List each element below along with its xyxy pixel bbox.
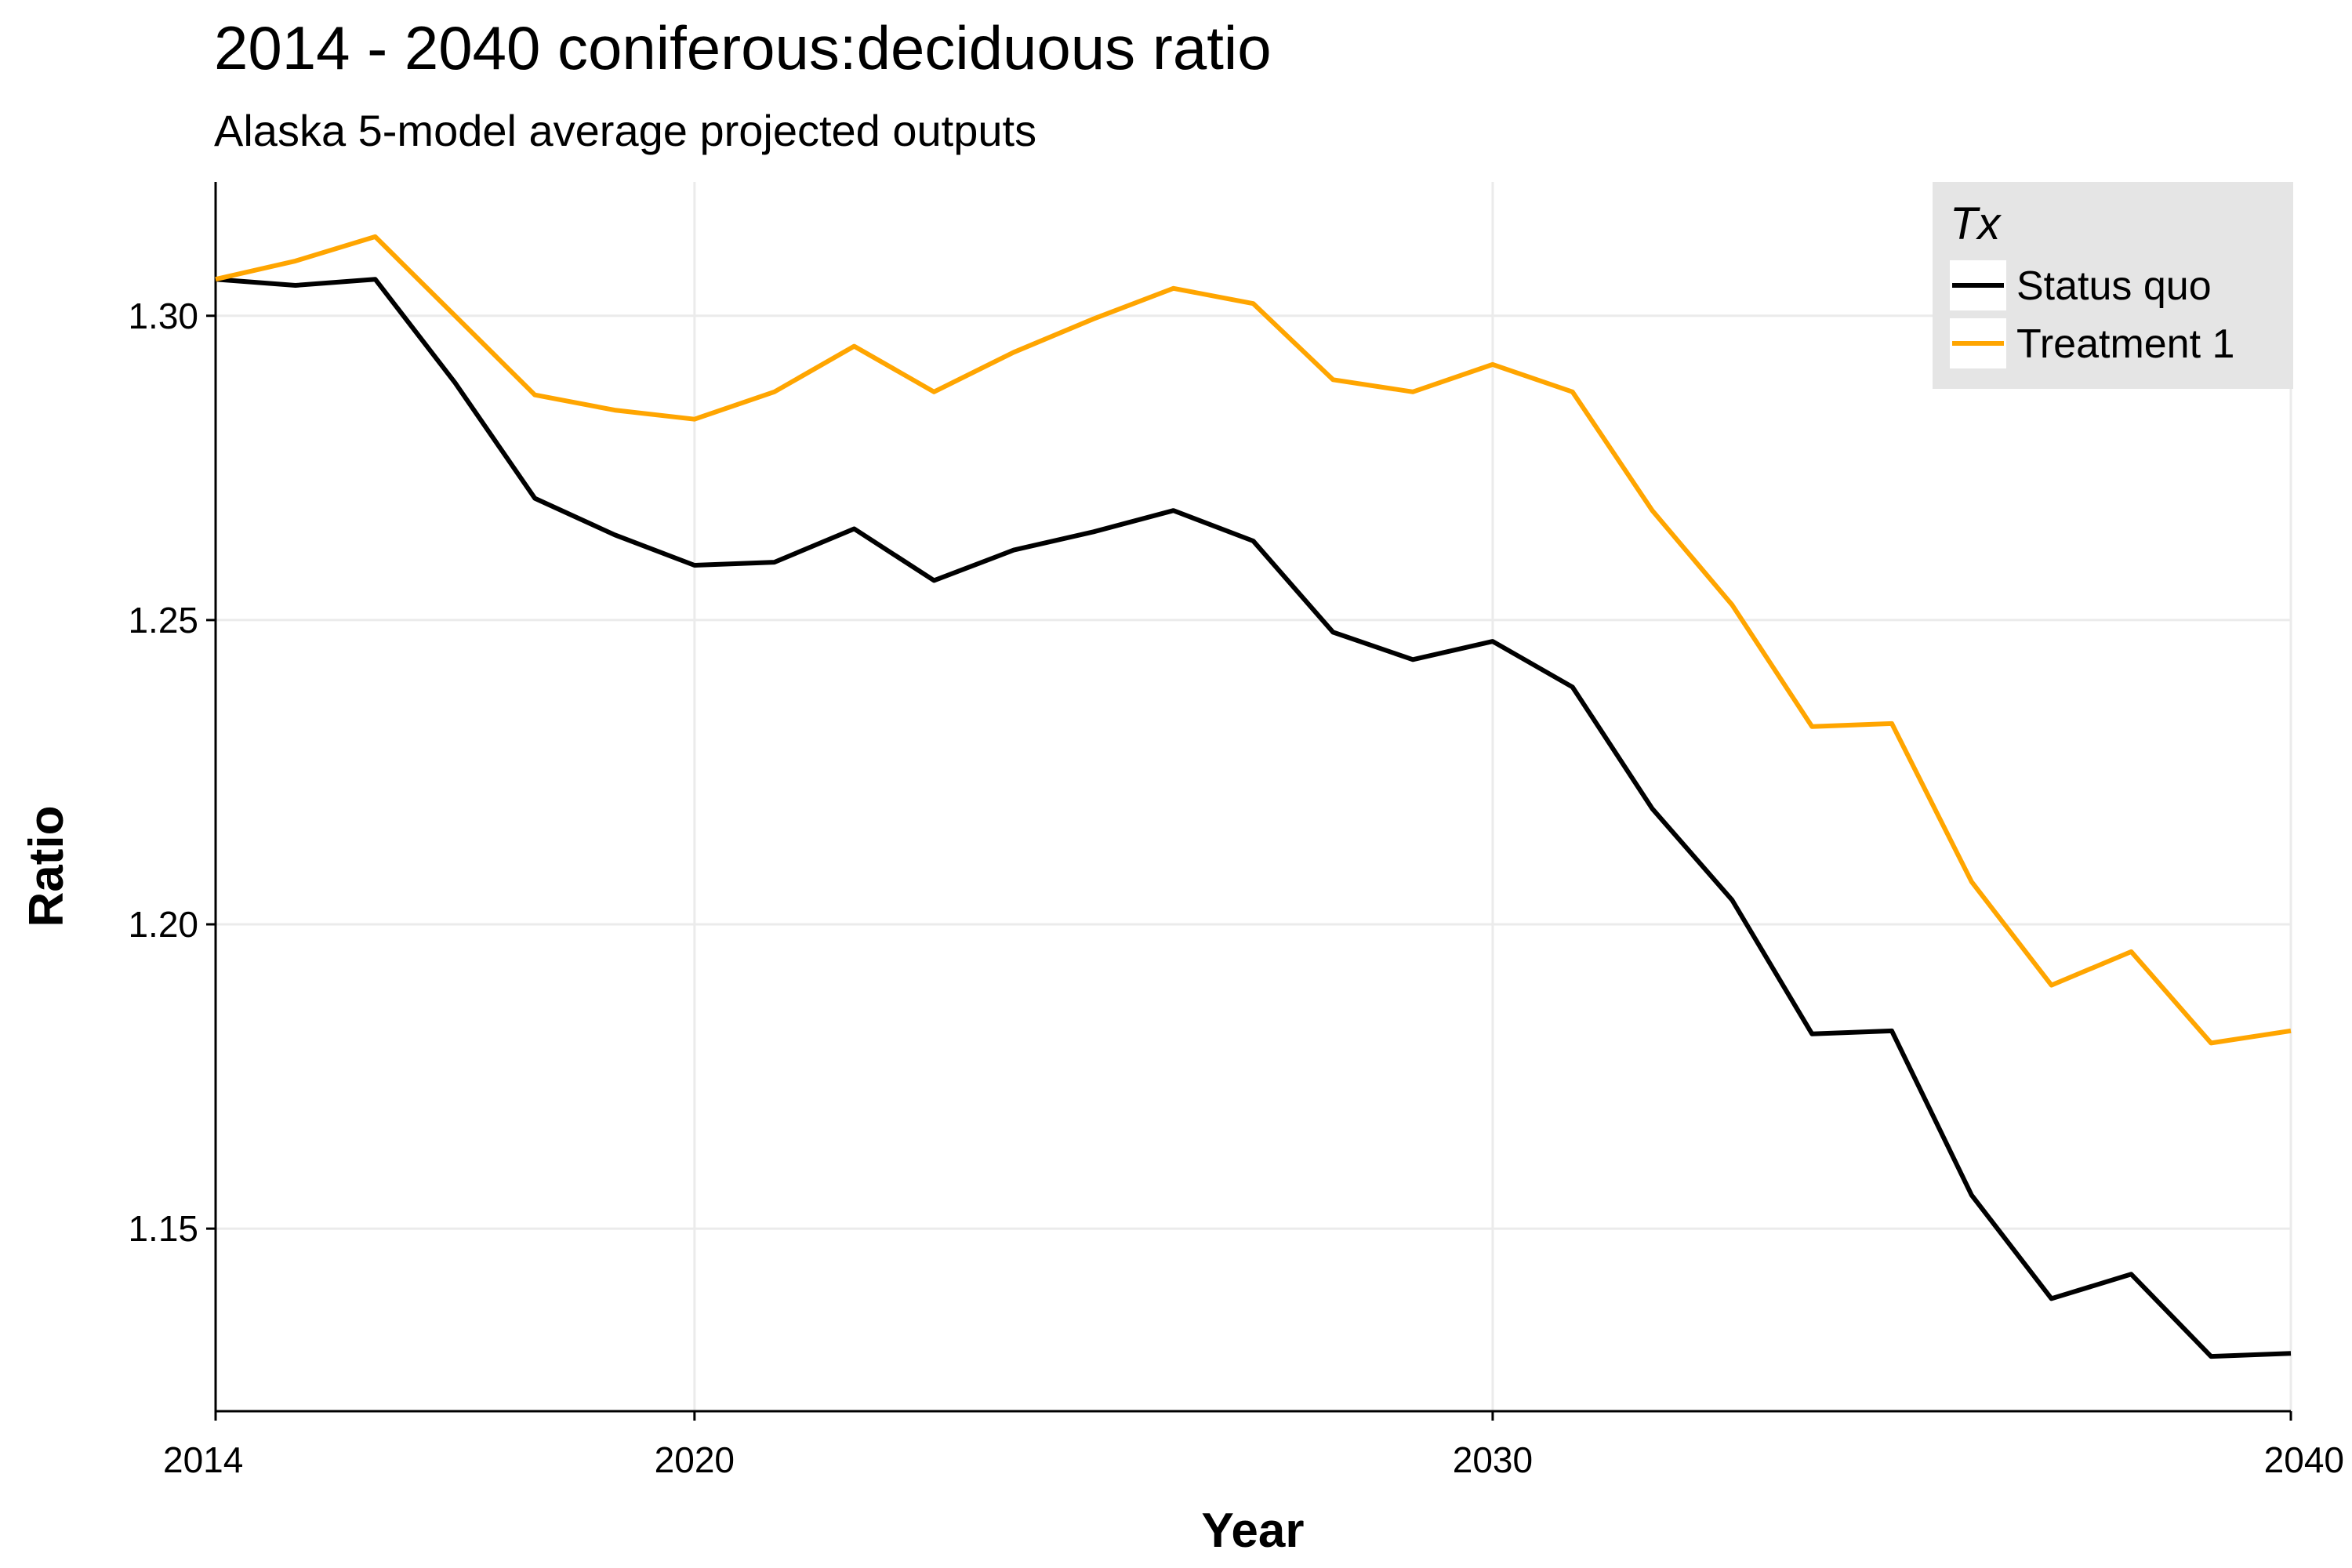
- chart-title: 2014 - 2040 coniferous:deciduous ratio: [214, 13, 1272, 82]
- y-tick-label: 1.20: [128, 904, 198, 945]
- x-tick-label: 2040: [2264, 1439, 2344, 1480]
- x-tick-label: 2030: [1453, 1439, 1533, 1480]
- tick-labels: 1.15 1.20 1.25 1.30 2014 2020 2030 2040: [128, 296, 2344, 1480]
- x-tick-label: 2014: [163, 1439, 243, 1480]
- axes: [206, 182, 2292, 1421]
- series-line-status-quo: [215, 277, 2292, 1359]
- legend-entries: Status quo Treatment 1: [1950, 260, 2234, 368]
- x-tick-label: 2020: [655, 1439, 735, 1480]
- legend-label-status-quo: Status quo: [2016, 263, 2212, 309]
- series-line-treatment-1: [215, 234, 2292, 1046]
- y-tick-label: 1.30: [128, 296, 198, 336]
- series-lines: [215, 234, 2292, 1359]
- legend-label-treatment-1: Treatment 1: [2016, 321, 2234, 367]
- y-tick-label: 1.25: [128, 600, 198, 641]
- y-tick-label: 1.15: [128, 1208, 198, 1249]
- y-axis-title: Ratio: [20, 806, 74, 927]
- x-axis-title: Year: [1201, 1504, 1304, 1558]
- legend: Tx Status quo Treatment 1: [1933, 182, 2293, 389]
- legend-title: Tx: [1950, 198, 2002, 249]
- chart-subtitle: Alaska 5-model average projected outputs: [214, 106, 1036, 155]
